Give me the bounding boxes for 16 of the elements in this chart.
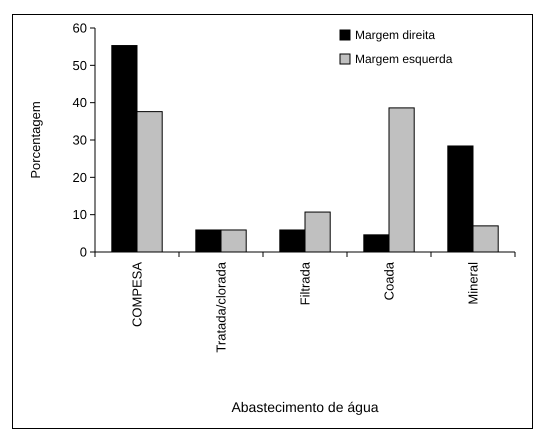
y-tick-label: 0 xyxy=(80,244,87,260)
x-tick-label: COMPESA xyxy=(130,262,145,328)
y-tick-label: 10 xyxy=(72,207,87,222)
y-tick-label: 40 xyxy=(72,95,87,110)
y-tick-label: 30 xyxy=(72,132,87,148)
legend-label: Margem direita xyxy=(355,28,436,42)
legend-label: Margem esquerda xyxy=(355,52,453,66)
y-tick-label: 50 xyxy=(72,58,87,73)
y-tick-label: 20 xyxy=(72,170,87,185)
y-tick-label: 60 xyxy=(72,20,87,36)
y-axis-title: Porcentagem xyxy=(28,101,43,179)
x-tick-label: Filtrada xyxy=(298,261,313,306)
x-axis-title: Abastecimento de água xyxy=(231,399,379,415)
x-tick-label: Coada xyxy=(382,261,397,300)
x-tick-label: Tratada/clorada xyxy=(214,261,229,353)
x-tick-label: Mineral xyxy=(466,262,481,305)
